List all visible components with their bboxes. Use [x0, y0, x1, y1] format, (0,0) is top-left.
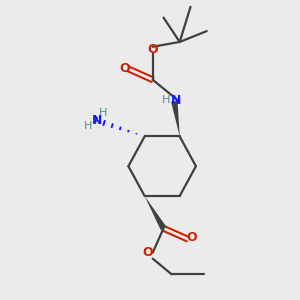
Text: H: H: [98, 108, 107, 118]
Text: O: O: [142, 246, 153, 259]
Text: O: O: [147, 43, 158, 56]
Text: O: O: [119, 62, 130, 75]
Text: O: O: [187, 231, 197, 244]
Polygon shape: [171, 101, 180, 136]
Text: H: H: [84, 121, 93, 131]
Text: N: N: [171, 94, 182, 106]
Polygon shape: [145, 196, 166, 230]
Text: N: N: [92, 114, 103, 127]
Text: H: H: [161, 95, 170, 105]
